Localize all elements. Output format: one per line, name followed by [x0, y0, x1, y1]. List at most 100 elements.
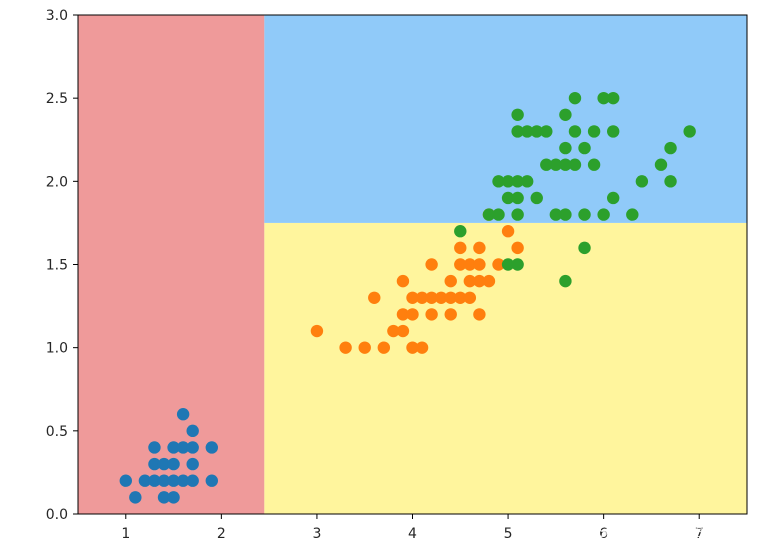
x-tick-label: 5	[504, 526, 513, 542]
data-point	[607, 125, 620, 138]
y-tick-label: 3.0	[46, 8, 68, 24]
data-point	[396, 324, 410, 338]
data-point	[492, 175, 505, 188]
data-point	[568, 125, 582, 138]
decision-region-2	[264, 15, 747, 223]
x-tick-label: 7	[695, 526, 704, 542]
data-point	[578, 241, 591, 255]
data-point	[444, 291, 457, 304]
y-tick-label: 2.5	[46, 91, 68, 107]
data-point	[578, 208, 591, 221]
data-point	[205, 474, 218, 487]
data-point	[511, 125, 524, 138]
data-point	[473, 308, 486, 321]
data-point	[176, 474, 190, 487]
data-point	[473, 274, 486, 288]
watermark: CSDN @敲代码的ü ü酱	[587, 523, 749, 541]
data-point	[520, 175, 534, 188]
y-tick-label: 0.5	[46, 424, 68, 440]
data-point	[463, 291, 477, 304]
data-point	[339, 341, 352, 354]
data-point	[396, 308, 410, 321]
data-point	[607, 191, 620, 205]
data-point	[454, 291, 467, 304]
data-point	[511, 175, 524, 188]
data-point	[559, 208, 572, 221]
data-point	[157, 457, 171, 471]
data-point	[425, 258, 438, 271]
y-tick-label: 0.0	[46, 507, 68, 523]
data-point	[607, 91, 620, 105]
decision-regions	[78, 15, 747, 514]
y-tick-label: 2.0	[46, 174, 68, 190]
decision-region-0	[78, 15, 265, 514]
data-point	[482, 208, 496, 221]
data-point	[463, 258, 477, 271]
data-point	[559, 108, 572, 122]
data-point	[310, 324, 324, 338]
data-point	[626, 208, 639, 221]
data-point	[186, 424, 199, 438]
data-point	[578, 141, 591, 155]
data-point	[167, 491, 180, 504]
y-tick-label: 1.0	[46, 341, 68, 357]
data-point	[654, 158, 668, 171]
data-point	[501, 175, 515, 188]
data-point	[368, 291, 381, 304]
x-tick-label: 3	[312, 526, 321, 542]
data-point	[530, 191, 543, 205]
data-point	[454, 225, 467, 238]
data-point	[425, 308, 438, 321]
data-point	[664, 141, 677, 155]
data-point	[176, 441, 190, 454]
data-point	[568, 158, 582, 171]
data-point	[377, 341, 391, 354]
data-point	[167, 457, 180, 471]
data-point	[444, 274, 457, 288]
data-point	[559, 158, 572, 171]
data-point	[358, 341, 371, 354]
x-tick-label: 6	[599, 526, 608, 542]
y-axis: 0.0 0.5 1.0 1.5 2.0 2.5 3.0	[46, 8, 78, 523]
data-point	[396, 274, 410, 288]
data-point	[511, 208, 524, 221]
data-point	[549, 208, 563, 221]
data-point	[501, 225, 515, 238]
x-tick-label: 2	[217, 526, 226, 542]
data-point	[205, 441, 218, 454]
data-point	[454, 258, 467, 271]
data-point	[568, 91, 582, 105]
data-point	[415, 341, 429, 354]
data-point	[415, 291, 429, 304]
data-point	[148, 474, 161, 487]
decision-region-1	[264, 222, 747, 514]
data-point	[167, 441, 180, 454]
data-point	[186, 474, 199, 487]
data-point	[406, 341, 419, 354]
data-point	[473, 258, 486, 271]
data-point	[176, 408, 190, 421]
data-point	[454, 241, 467, 255]
data-point	[559, 274, 572, 288]
data-point	[425, 291, 438, 304]
data-points	[119, 91, 696, 504]
data-point	[387, 324, 400, 338]
data-point	[597, 91, 610, 105]
data-point	[492, 258, 505, 271]
data-point	[119, 474, 132, 487]
data-point	[559, 141, 572, 155]
data-point	[520, 125, 534, 138]
data-point	[463, 274, 477, 288]
data-point	[186, 441, 199, 454]
data-point	[511, 241, 524, 255]
data-point	[587, 158, 601, 171]
data-point	[482, 274, 496, 288]
data-point	[635, 175, 649, 188]
data-point	[129, 491, 142, 504]
data-point	[138, 474, 152, 487]
data-point	[511, 191, 524, 205]
data-point	[683, 125, 696, 138]
data-point	[530, 125, 543, 138]
data-point	[444, 308, 457, 321]
